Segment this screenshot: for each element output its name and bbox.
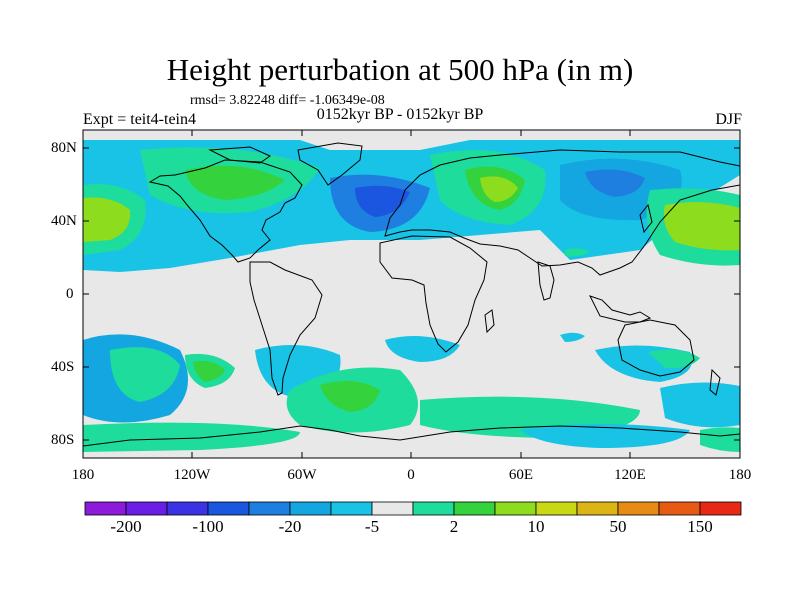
lat-label-40s: 40S [51,359,75,375]
colorbar-swatch [535,501,578,516]
coastline-maritime-continent [589,295,652,323]
colorbar-swatch [699,501,742,516]
coastline-madagascar [484,309,495,334]
colorbar-label-minus-5: -5 [364,517,380,536]
coastline-antarctica [83,425,740,447]
coastline-south-america [249,261,323,396]
season-label: DJF [715,111,742,128]
coastline-new-zealand [709,368,721,396]
colorbar-swatch [166,501,209,516]
coastline-japan [639,203,653,234]
lon-label-60w: 60W [287,467,317,483]
coastline-africa [379,235,488,353]
colorbar-swatch [412,501,455,516]
stats-line: rmsd= 3.82248 diff= -1.06349e-08 [190,93,385,108]
map-plot-area [83,130,740,458]
lat-label-80n: 80N [51,140,77,156]
coastline-australia [617,319,695,377]
colorbar-swatch [289,501,332,516]
lat-label-40n: 40N [51,213,77,229]
coastline-india [537,261,555,301]
colorbar-label-2: 2 [449,517,459,536]
lon-ticks [82,130,741,458]
colorbar-swatch [576,501,619,516]
lon-label-180w: 180 [71,467,95,483]
lat-ticks [83,147,740,441]
coastline-greenland [297,142,363,186]
lat-label-0: 0 [66,286,74,302]
contour-fills [83,140,740,452]
period-line: 0152kyr BP - 0152kyr BP [316,106,484,123]
coastlines [83,142,740,447]
colorbar-swatch [125,501,168,516]
colorbar-swatch [330,501,373,516]
colorbar [84,501,742,516]
lon-label-180e: 180 [728,467,752,483]
lon-label-120w: 120W [173,467,211,483]
colorbar-swatch [658,501,701,516]
colorbar-label-50: 50 [609,517,627,536]
colorbar-label-150: 150 [687,517,713,536]
coastline-north-america [148,159,303,263]
lon-label-0: 0 [407,467,415,483]
coastline-arctic-islands [208,146,272,164]
colorbar-label-minus-100: -100 [192,517,224,536]
coastline-eurasia [384,149,740,276]
colorbar-label-10: 10 [527,517,545,536]
experiment-label: Expt = teit4-tein4 [83,111,196,128]
colorbar-swatch [248,501,291,516]
lon-label-120e: 120E [614,467,646,483]
colorbar-label-minus-20: -20 [278,517,302,536]
lat-label-80s: 80S [51,432,75,448]
colorbar-swatch [84,501,127,516]
colorbar-swatch [207,501,250,516]
colorbar-swatch [494,501,537,516]
lon-label-60e: 60E [508,467,534,483]
plot-title: Height perturbation at 500 hPa (in m) [166,52,634,87]
colorbar-label-minus-200: -200 [110,517,142,536]
colorbar-swatch [453,501,496,516]
colorbar-swatch [371,501,414,516]
colorbar-swatch [617,501,660,516]
